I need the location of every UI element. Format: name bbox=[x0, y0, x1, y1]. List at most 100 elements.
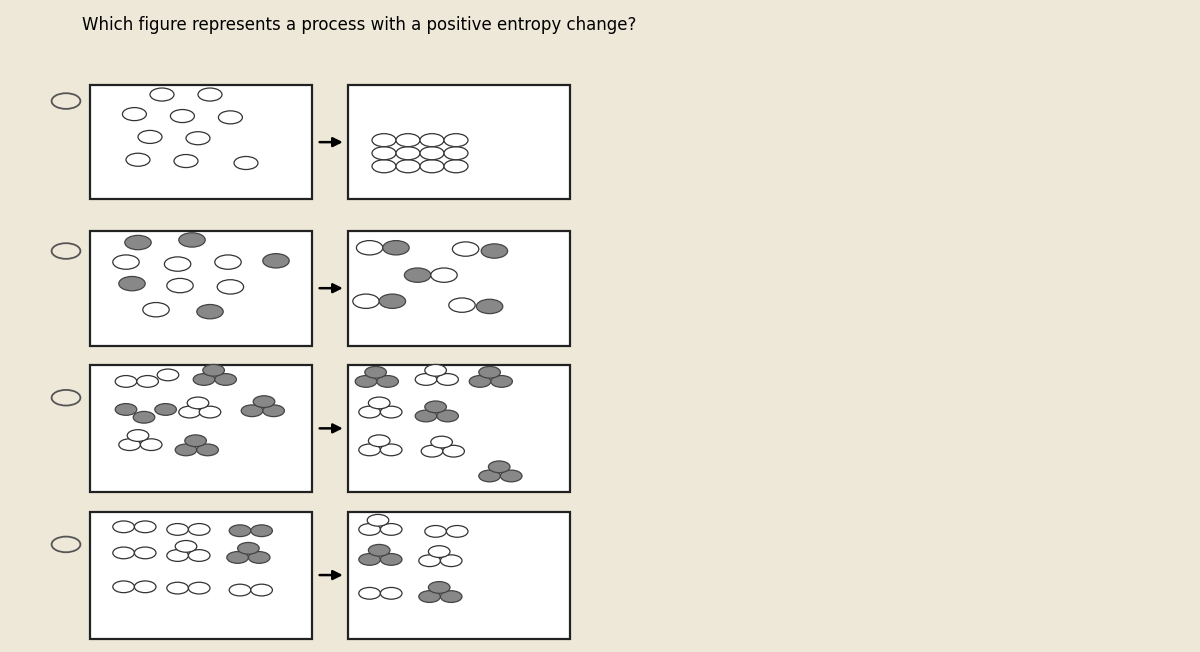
Circle shape bbox=[359, 587, 380, 599]
Circle shape bbox=[396, 160, 420, 173]
Circle shape bbox=[253, 396, 275, 408]
Circle shape bbox=[479, 470, 500, 482]
Circle shape bbox=[415, 410, 437, 422]
Circle shape bbox=[167, 550, 188, 561]
Circle shape bbox=[113, 581, 134, 593]
Circle shape bbox=[134, 581, 156, 593]
Circle shape bbox=[431, 436, 452, 448]
Circle shape bbox=[115, 376, 137, 387]
Circle shape bbox=[359, 524, 380, 535]
Circle shape bbox=[217, 280, 244, 294]
Circle shape bbox=[251, 584, 272, 596]
Text: Which figure represents a process with a positive entropy change?: Which figure represents a process with a… bbox=[82, 16, 636, 35]
Circle shape bbox=[377, 376, 398, 387]
Circle shape bbox=[170, 110, 194, 123]
Circle shape bbox=[443, 445, 464, 457]
Circle shape bbox=[199, 406, 221, 418]
Circle shape bbox=[241, 405, 263, 417]
Circle shape bbox=[359, 406, 380, 418]
Bar bbox=[348, 512, 570, 639]
Circle shape bbox=[419, 555, 440, 567]
Circle shape bbox=[372, 147, 396, 160]
Circle shape bbox=[198, 88, 222, 101]
Circle shape bbox=[133, 411, 155, 423]
Circle shape bbox=[444, 134, 468, 147]
Circle shape bbox=[488, 461, 510, 473]
Circle shape bbox=[353, 294, 379, 308]
Circle shape bbox=[428, 582, 450, 593]
Circle shape bbox=[119, 439, 140, 451]
Circle shape bbox=[157, 369, 179, 381]
Circle shape bbox=[174, 155, 198, 168]
Circle shape bbox=[127, 430, 149, 441]
Circle shape bbox=[188, 550, 210, 561]
Circle shape bbox=[437, 374, 458, 385]
Circle shape bbox=[185, 435, 206, 447]
Circle shape bbox=[420, 147, 444, 160]
Circle shape bbox=[234, 156, 258, 170]
Circle shape bbox=[167, 278, 193, 293]
Circle shape bbox=[143, 303, 169, 317]
Circle shape bbox=[440, 591, 462, 602]
Circle shape bbox=[365, 366, 386, 378]
Circle shape bbox=[134, 521, 156, 533]
Circle shape bbox=[372, 160, 396, 173]
Circle shape bbox=[175, 541, 197, 552]
Circle shape bbox=[125, 235, 151, 250]
Circle shape bbox=[419, 591, 440, 602]
Circle shape bbox=[179, 406, 200, 418]
Circle shape bbox=[368, 397, 390, 409]
Circle shape bbox=[431, 268, 457, 282]
Circle shape bbox=[186, 132, 210, 145]
Circle shape bbox=[263, 405, 284, 417]
Circle shape bbox=[449, 298, 475, 312]
Circle shape bbox=[368, 435, 390, 447]
Circle shape bbox=[491, 376, 512, 387]
Circle shape bbox=[119, 276, 145, 291]
Bar bbox=[348, 85, 570, 199]
Circle shape bbox=[379, 294, 406, 308]
Circle shape bbox=[215, 374, 236, 385]
Circle shape bbox=[188, 582, 210, 594]
Circle shape bbox=[122, 108, 146, 121]
Circle shape bbox=[197, 304, 223, 319]
Circle shape bbox=[396, 134, 420, 147]
Circle shape bbox=[188, 524, 210, 535]
Circle shape bbox=[368, 544, 390, 556]
Circle shape bbox=[356, 241, 383, 255]
Circle shape bbox=[476, 299, 503, 314]
Circle shape bbox=[113, 521, 134, 533]
Circle shape bbox=[383, 241, 409, 255]
Circle shape bbox=[134, 547, 156, 559]
Circle shape bbox=[425, 526, 446, 537]
Circle shape bbox=[380, 406, 402, 418]
Circle shape bbox=[238, 542, 259, 554]
Circle shape bbox=[137, 376, 158, 387]
Circle shape bbox=[425, 401, 446, 413]
Circle shape bbox=[140, 439, 162, 451]
Circle shape bbox=[251, 525, 272, 537]
Circle shape bbox=[215, 255, 241, 269]
Circle shape bbox=[446, 526, 468, 537]
Circle shape bbox=[479, 366, 500, 378]
Circle shape bbox=[372, 134, 396, 147]
Circle shape bbox=[396, 147, 420, 160]
Circle shape bbox=[355, 376, 377, 387]
Circle shape bbox=[193, 374, 215, 385]
Circle shape bbox=[113, 547, 134, 559]
Circle shape bbox=[113, 255, 139, 269]
Circle shape bbox=[425, 364, 446, 376]
Circle shape bbox=[380, 587, 402, 599]
Circle shape bbox=[167, 582, 188, 594]
Circle shape bbox=[380, 554, 402, 565]
Bar bbox=[90, 512, 312, 639]
Bar bbox=[348, 365, 570, 492]
Circle shape bbox=[229, 525, 251, 537]
Circle shape bbox=[155, 404, 176, 415]
Circle shape bbox=[420, 134, 444, 147]
Circle shape bbox=[420, 160, 444, 173]
Circle shape bbox=[164, 257, 191, 271]
Circle shape bbox=[404, 268, 431, 282]
Bar bbox=[90, 365, 312, 492]
Circle shape bbox=[197, 444, 218, 456]
